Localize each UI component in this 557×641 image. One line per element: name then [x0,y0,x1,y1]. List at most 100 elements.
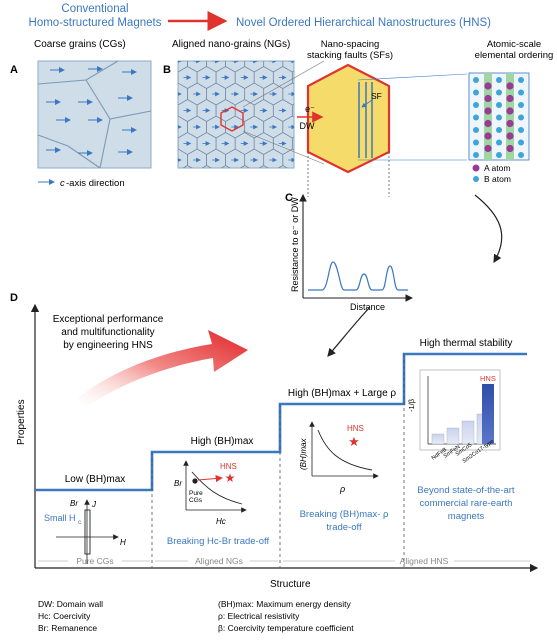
atom-b [496,152,502,158]
probe-dw-label: DW [300,121,315,131]
step1-label: Low (BH)max [65,474,126,485]
atom-b [518,102,524,108]
inset2-xlabel: Hc [216,517,226,526]
step3-caption-2: trade-off [326,522,362,533]
atom-b [496,127,502,133]
footnote-rho: ρ: Electrical resistivity [218,611,300,621]
sf-label: SF [371,91,382,101]
header-right: Novel Ordered Hierarchical Nanostructure… [236,17,491,29]
inset2-star-icon: ★ [225,471,236,485]
atom-b-label: B atom [484,174,511,184]
atom-a [484,107,492,115]
nanograin [277,165,288,168]
highlighted-grain [220,106,244,132]
nanograin [282,148,294,168]
improvement-arrow [78,330,248,408]
atom-a [484,119,492,128]
probe-electron-label: e⁻ [305,104,315,114]
panel-d-ylabel: Properties [16,399,27,445]
panel-c-letter: C [285,192,293,204]
inset2-arrow [197,474,223,483]
nanograin [258,165,269,168]
axis-cat-aligned-hns: Aligned HNS [400,556,449,566]
sf-pointer [361,99,373,108]
inset2-hns: HNS [220,462,237,471]
step4-caption-1: Beyond state-of-the-art [417,485,515,496]
curved-arrow-to-step3 [327,306,371,357]
zoom-line-bottom [242,130,325,165]
atom-b [518,114,524,121]
footnote-bh: (BH)max: Maximum energy density [218,599,351,609]
inset2-tradeoff-curve [191,471,243,505]
panel-b-axis-arrows [178,61,294,163]
inset3-ylabel: (BH)max [299,437,308,470]
atom-b [473,127,479,133]
step4-caption-3: magnets [448,511,485,522]
step2-caption: Breaking Hc-Br trade-off [167,536,270,547]
step1-note-sub: c [78,519,82,526]
sf-title-2: stacking faults (SFs) [307,50,393,61]
atom-b [496,77,502,83]
sf-title-1: Nano-spacing [321,39,380,50]
atom-a [506,132,514,140]
arrow-text-2: and multifunctionality [61,327,154,338]
header-left-line1: Conventional [61,3,128,15]
stacking-fault-lines [358,82,373,158]
zoom-line-top [242,60,325,108]
arrow-text-1: Exceptional performance [53,314,164,325]
curved-arrow-to-d [474,194,503,264]
inset3-hns: HNS [347,424,364,433]
hysteresis-loop [84,509,91,555]
nanograin [201,165,212,168]
loop-j-label: J [91,500,97,509]
atom-b [473,152,479,158]
panel-c-ylabel: Resistance to e⁻ or DW [290,197,300,292]
inset4-bar-hns [482,384,494,444]
nanograin [220,165,231,168]
footnote-hc: Hc: Coercivity [38,611,91,621]
atom-b [496,102,502,108]
atom-a-icon [472,164,480,172]
step2-label: High (BH)max [191,436,254,447]
step1-note: Small H [44,513,76,523]
inset2-pure-cgs-point [192,478,198,484]
panel-b-hex-grid [178,61,330,188]
inset3-star-icon: ★ [348,434,360,449]
nanograin [311,166,330,188]
loop-br-label: Br [70,499,78,508]
step-dividers [151,354,405,568]
panel-d-letter: D [10,292,18,304]
nanograin [292,166,311,188]
atom-b [518,152,524,158]
inset3-xlabel: ρ [339,484,345,494]
panel-b-letter: B [163,64,171,76]
atom-b [496,89,502,96]
atom-b [518,89,524,96]
atomic-title-1: Atomic-scale [487,39,541,50]
panel-a-letter: A [10,64,18,76]
arrow-text-3: by engineering HNS [63,340,153,351]
atom-b [518,77,524,83]
atom-a [506,107,514,115]
ordered-layer-1 [484,73,492,160]
atom-b [518,139,524,146]
panel-d-xlabel: Structure [270,579,311,590]
step3-label: High (BH)max + Large ρ [288,388,397,399]
step4-caption-2: commercial rare-earth [420,498,513,509]
atomic-title-2: elemental ordering [475,50,554,61]
atomic-zoom-top [357,73,468,81]
panel-a-title: Coarse grains (CGs) [34,39,126,50]
zoomed-grain-hexagon [306,63,391,174]
step4-label: High thermal stability [420,338,513,349]
loop-h-label: H [120,538,126,547]
footnote-br: Br: Remanence [38,623,97,633]
axis-cat-aligned-ngs: Aligned NGs [195,556,243,566]
nanograin [291,70,294,85]
footnote-beta: β: Coercivity temperature coefficient [218,623,354,633]
inset3-tradeoff-curve [317,429,373,471]
atom-b [496,114,502,121]
atom-b [473,114,479,121]
atom-b [473,77,479,83]
atom-a [484,94,492,103]
inset4-bar-ndfeb [431,433,445,445]
